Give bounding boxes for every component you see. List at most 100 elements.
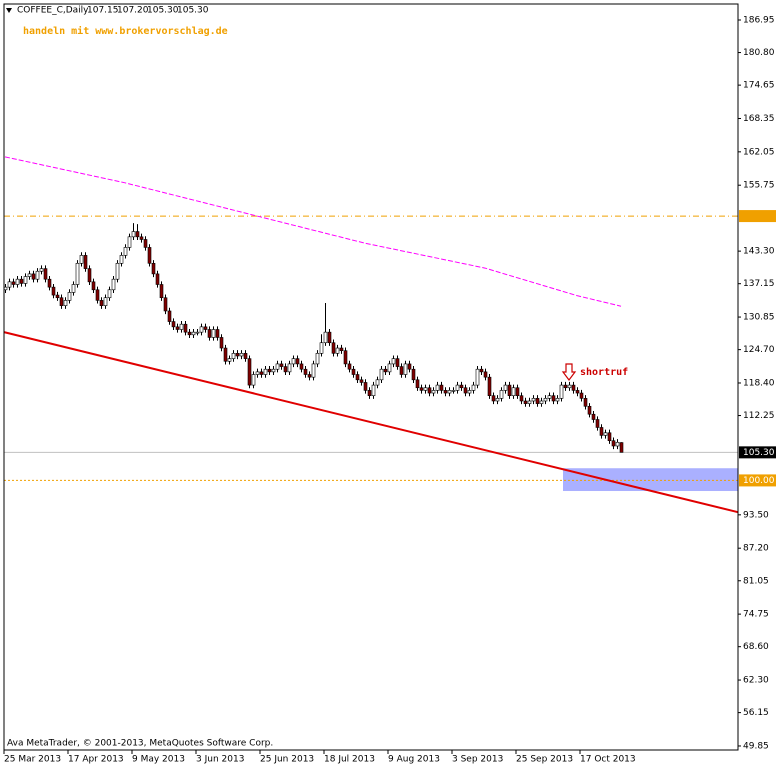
candle-body — [175, 326, 180, 330]
candle-body — [595, 419, 600, 428]
candle-body — [375, 379, 380, 386]
candle-body — [207, 329, 212, 338]
candle-body — [215, 329, 220, 338]
candle-body — [159, 284, 164, 299]
candle-body — [287, 363, 292, 373]
candle-body — [615, 441, 620, 447]
candle-body — [263, 368, 268, 375]
price-label: 100.00 — [743, 476, 775, 486]
candle-body — [419, 387, 424, 391]
x-tick-label: 25 Jun 2013 — [260, 755, 314, 765]
candle-body — [559, 384, 564, 399]
candle-body — [259, 371, 264, 375]
candle-body — [599, 427, 604, 436]
x-tick-label: 9 May 2013 — [132, 755, 185, 765]
candle-body — [267, 368, 272, 373]
last-high: 107.20 — [117, 6, 149, 16]
candle-body — [291, 358, 296, 365]
y-tick-label: 124.70 — [743, 345, 775, 355]
price-label-box — [739, 474, 776, 487]
candle-body — [447, 390, 452, 394]
candle-body — [479, 368, 484, 373]
candle-body — [75, 263, 80, 285]
candle-body — [319, 342, 324, 354]
candle-body — [119, 255, 124, 264]
candle-body — [155, 273, 160, 285]
candle-body — [231, 353, 236, 359]
candle-body — [103, 297, 108, 306]
price-label-box — [739, 210, 776, 223]
candle-body — [83, 255, 88, 269]
candle-body — [63, 300, 68, 306]
candle-body — [251, 374, 256, 386]
candle-body — [603, 432, 608, 436]
candle-body — [191, 331, 196, 336]
copyright: Ava MetaTrader, © 2001-2013, MetaQuotes … — [7, 739, 273, 749]
y-tick-label: 130.85 — [743, 313, 775, 323]
y-tick-label: 74.75 — [743, 610, 769, 620]
x-tick-label: 25 Sep 2013 — [516, 755, 573, 765]
candle-body — [99, 300, 104, 306]
candle-body — [523, 400, 528, 404]
candle-body — [507, 384, 512, 396]
y-tick-label: 174.65 — [743, 81, 775, 91]
candle-body — [27, 273, 32, 277]
candle-body — [279, 363, 284, 367]
candle-body — [423, 387, 428, 391]
candle-body — [55, 294, 60, 299]
candle-body — [23, 276, 28, 284]
candle-body — [563, 384, 568, 389]
candle-body — [219, 337, 224, 349]
candle-body — [363, 382, 368, 391]
candle-body — [543, 398, 548, 402]
plot-frame — [3, 3, 739, 751]
candle-body — [79, 255, 84, 264]
candle-body — [607, 432, 612, 442]
candle-body — [391, 358, 396, 365]
candle-body — [43, 268, 48, 280]
price-label-box — [739, 446, 776, 459]
candle-body — [243, 353, 248, 359]
x-tick-label: 3 Jun 2013 — [196, 755, 244, 765]
candle-body — [531, 398, 536, 402]
candle-body — [327, 331, 332, 344]
candle-body — [547, 395, 552, 399]
candle-body — [379, 368, 384, 381]
candle-body — [411, 368, 416, 381]
x-tick-label: 18 Jul 2013 — [324, 755, 375, 765]
y-tick-label: 168.35 — [743, 114, 775, 124]
candle-body — [347, 363, 352, 370]
last-close: 105.30 — [177, 6, 209, 16]
candle-body — [35, 270, 40, 280]
candle-body — [471, 384, 476, 391]
candle-body — [439, 384, 444, 391]
y-tick-label: 87.20 — [743, 544, 769, 554]
candle-body — [7, 281, 12, 288]
candle-body — [571, 384, 576, 391]
candle-body — [343, 350, 348, 365]
candle-body — [475, 368, 480, 386]
candle-body — [519, 395, 524, 402]
y-tick-label: 68.60 — [743, 642, 769, 652]
candle-body — [503, 384, 508, 391]
candle-body — [539, 400, 544, 404]
candle-body — [283, 366, 288, 373]
annotation: shortruf — [580, 367, 628, 378]
candle-body — [179, 323, 184, 330]
y-tick-label: 49.85 — [743, 741, 769, 751]
candle-body — [195, 331, 200, 334]
symbol-label: COFFEE_C,Daily — [17, 6, 89, 16]
collapse-icon — [6, 8, 12, 13]
candle-body — [39, 268, 44, 272]
candle-body — [431, 390, 436, 394]
candle-body — [463, 387, 468, 394]
candle-body — [567, 384, 572, 389]
candle-body — [515, 387, 520, 396]
promo-text: handeln mit www.brokervorschlag.de — [23, 25, 228, 37]
candle-body — [579, 392, 584, 399]
x-tick-label: 3 Sep 2013 — [452, 755, 503, 765]
candle-body — [223, 347, 228, 362]
candle-body — [123, 247, 128, 256]
candle-body — [107, 289, 112, 299]
